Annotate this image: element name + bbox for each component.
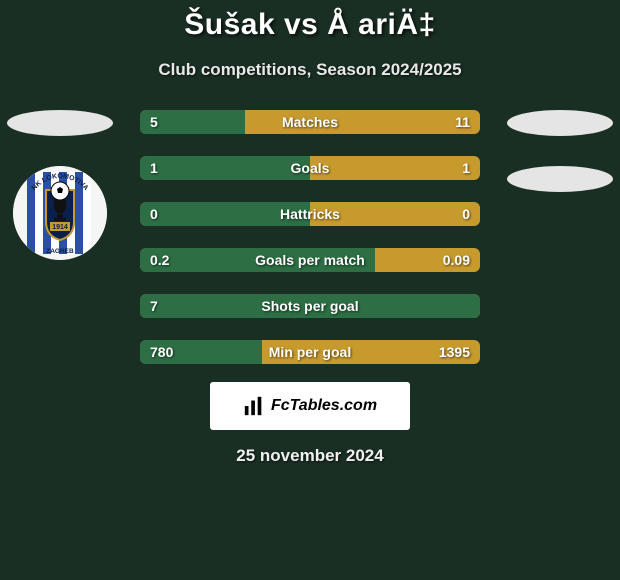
stat-row: 7Shots per goal [140,294,480,318]
stat-right-value: 11 [455,110,470,134]
stat-row: 1Goals1 [140,156,480,180]
left-club-badge: 1914 NK LOKOMOTIVA ZAGREB [13,166,107,260]
stat-label: Hattricks [140,202,480,226]
stat-right-value: 1395 [439,340,470,364]
left-player-column: 1914 NK LOKOMOTIVA ZAGREB [5,110,115,260]
stat-row: 0Hattricks0 [140,202,480,226]
stat-right-value: 0 [462,202,470,226]
stat-row: 780Min per goal1395 [140,340,480,364]
stat-row: 5Matches11 [140,110,480,134]
stat-right-value: 0.09 [443,248,470,272]
badge-year: 1914 [52,224,68,231]
right-player-avatar [507,110,613,136]
stat-row: 0.2Goals per match0.09 [140,248,480,272]
stat-label: Matches [140,110,480,134]
stat-label: Shots per goal [140,294,480,318]
stat-label: Goals per match [140,248,480,272]
right-club-badge [507,166,613,192]
page-title: Šušak vs Å ariÄ‡ [0,8,620,42]
left-player-avatar [7,110,113,136]
stat-bars: 5Matches11 1Goals1 0Hattricks0 0.2Goals per… [140,110,480,364]
date-label: 25 november 2024 [0,446,620,466]
page-subtitle: Club competitions, Season 2024/2025 [0,60,620,80]
club-crest-icon: 1914 NK LOKOMOTIVA ZAGREB [13,166,107,260]
stat-label: Min per goal [140,340,480,364]
stat-label: Goals [140,156,480,180]
stat-right-value: 1 [462,156,470,180]
attribution-text: FcTables.com [271,397,377,415]
right-player-column [505,110,615,192]
badge-name-bottom: ZAGREB [46,248,74,255]
bar-chart-icon [243,395,265,417]
attribution-badge: FcTables.com [210,382,410,430]
